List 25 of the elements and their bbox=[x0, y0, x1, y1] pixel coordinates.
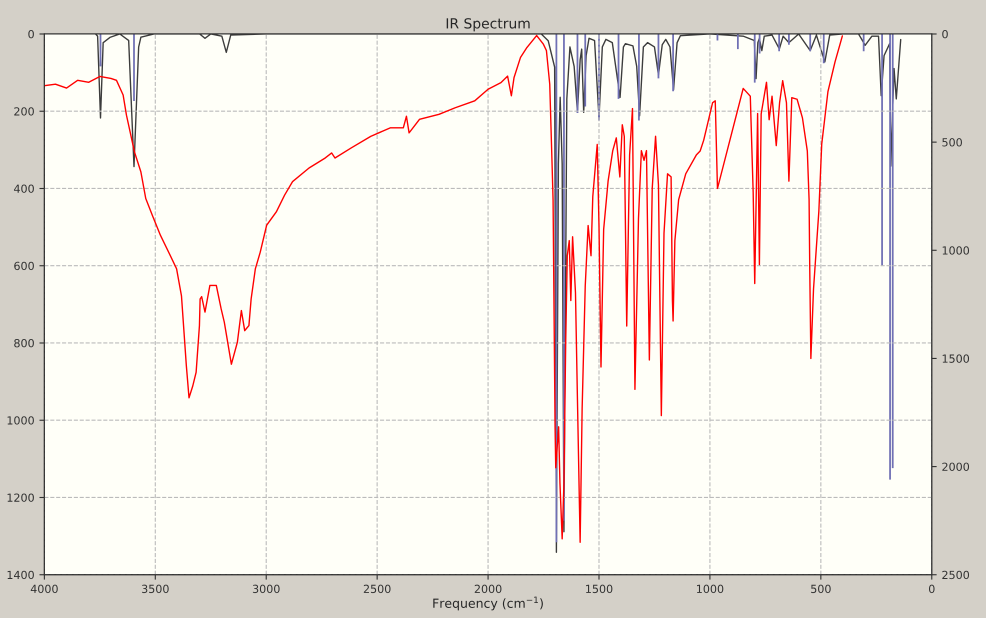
x-tick-label: 3000 bbox=[252, 584, 280, 594]
y-tick-label: 1000 bbox=[8, 416, 34, 425]
x-axis-title: Frequency (cm$^{−1}$) bbox=[433, 596, 543, 610]
y2-tick-label: 500 bbox=[942, 138, 962, 147]
y-tick-label: 600 bbox=[14, 262, 34, 270]
y-tick-label: 0 bbox=[28, 30, 34, 38]
y2-tick-label: 2000 bbox=[942, 462, 970, 471]
y-tick-label: 1200 bbox=[8, 493, 34, 502]
y2-tick-label: 1000 bbox=[942, 246, 970, 255]
y2-tick-label: 2500 bbox=[942, 570, 970, 580]
x-tick-label: 1000 bbox=[697, 584, 724, 594]
y-tick-label: 800 bbox=[14, 338, 34, 348]
x-tick-label: 2000 bbox=[474, 584, 502, 594]
x-tick-label: 0 bbox=[928, 584, 935, 594]
y-tick-label: 400 bbox=[14, 184, 34, 193]
y-tick-label: 200 bbox=[14, 107, 34, 116]
x-tick-label: 2500 bbox=[364, 584, 391, 594]
chart-title: IR Spectrum bbox=[446, 18, 530, 32]
y2-tick-label: 0 bbox=[942, 30, 948, 38]
x-tick-label: 3500 bbox=[142, 584, 169, 594]
y2-tick-label: 1500 bbox=[942, 354, 970, 363]
x-tick-label: 4000 bbox=[30, 584, 58, 594]
y-tick-label: 1400 bbox=[8, 570, 34, 580]
x-tick-label: 1500 bbox=[586, 584, 612, 594]
x-tick-label: 500 bbox=[811, 584, 831, 594]
